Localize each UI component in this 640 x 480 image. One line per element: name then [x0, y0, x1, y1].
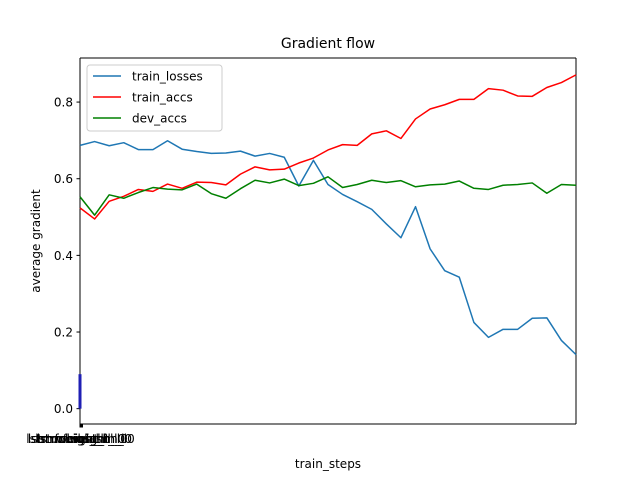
series-line-train-losses: [79, 140, 577, 356]
series-line-train-accs: [79, 74, 577, 220]
y-tick-label: 0.8: [54, 96, 73, 110]
legend-label-train-losses: train_losses: [132, 70, 203, 84]
legend-label-dev-accs: dev_accs: [132, 112, 187, 126]
x-axis-ticks: lstm.weight_ih_l0lstm.weight_hh_l0lstm.b…: [26, 424, 135, 446]
y-axis-ticks: 0.0 0.2 0.4 0.6 0.8: [54, 96, 80, 416]
legend: train_losses train_accs dev_accs: [86, 64, 223, 132]
y-tick-label: 0.4: [54, 249, 73, 263]
legend-label-train-accs: train_accs: [132, 91, 193, 105]
y-tick-label: 0.6: [54, 172, 73, 186]
y-tick-label: 0.2: [54, 326, 73, 340]
y-axis-label: average gradient: [29, 189, 43, 293]
x-tick-label: lstm.weight_hh_l0: [26, 432, 134, 446]
x-tick-label: lstm.bias_hh_l0: [35, 432, 128, 446]
x-tick-label: fc.bias: [63, 432, 102, 446]
series-line-dev-accs: [79, 176, 577, 216]
x-axis-label: train_steps: [295, 457, 361, 471]
x-tick-label: lstm.weight_ih_l0: [28, 432, 132, 446]
legend-box: [86, 64, 223, 132]
y-tick-label: 0.0: [54, 402, 73, 416]
x-tick-label: lstm.bias_ih_l0: [37, 432, 125, 446]
x-tick-label: fc.weight: [54, 432, 109, 446]
series-layer: [78, 74, 577, 409]
chart-title: Gradient flow: [281, 36, 375, 52]
